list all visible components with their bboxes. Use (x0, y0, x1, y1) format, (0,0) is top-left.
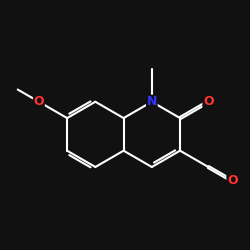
Text: O: O (203, 95, 213, 108)
Text: O: O (34, 95, 44, 108)
Text: N: N (147, 95, 157, 108)
Text: O: O (227, 174, 237, 187)
